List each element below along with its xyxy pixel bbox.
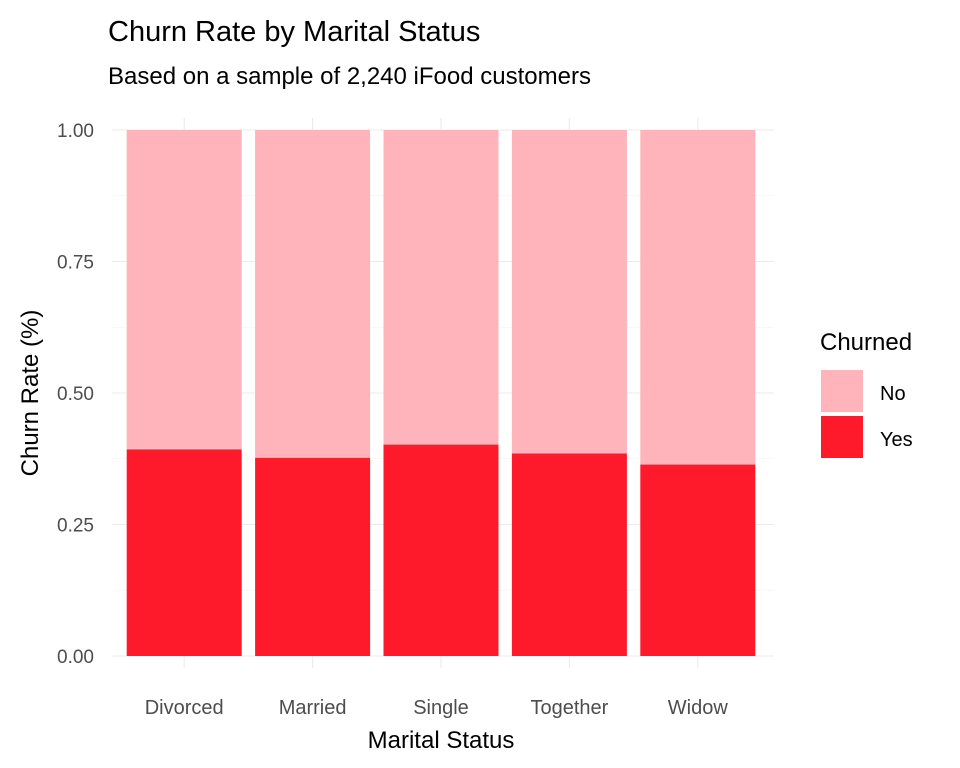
x-tick-label: Single [413,697,469,719]
x-axis-label: Marital Status [368,727,515,754]
y-tick-label: 0.25 [57,516,94,537]
bar-no-single [384,130,499,445]
y-tick-label: 0.00 [57,647,94,668]
x-tick-label: Widow [668,697,729,719]
legend-key-yes [821,416,863,458]
bar-no-divorced [127,130,242,449]
bar-yes-together [512,453,627,656]
bar-no-married [255,130,370,458]
y-tick-label: 0.75 [57,253,94,274]
bar-yes-single [384,445,499,656]
bars [127,130,756,656]
x-axis-ticks: Divorced Married Single Together Widow [145,697,729,719]
x-tick-label: Divorced [145,697,224,719]
legend: Churned No Yes [820,329,913,458]
bar-no-widow [640,130,755,465]
legend-title: Churned [820,329,912,356]
y-tick-label: 0.50 [57,384,94,405]
y-tick-label: 1.00 [57,121,94,142]
bar-yes-married [255,458,370,656]
legend-key-no [821,370,863,412]
y-axis-ticks: 0.00 0.25 0.50 0.75 1.00 [57,121,94,668]
legend-label-no: No [880,383,906,405]
bar-yes-divorced [127,449,242,656]
chart-subtitle: Based on a sample of 2,240 iFood custome… [108,63,591,90]
x-tick-label: Together [530,697,608,719]
chart-title: Churn Rate by Marital Status [108,16,480,48]
bar-yes-widow [640,465,755,656]
y-axis-label: Churn Rate (%) [17,310,44,477]
x-tick-label: Married [279,697,347,719]
legend-label-yes: Yes [880,429,913,451]
bar-no-together [512,130,627,453]
